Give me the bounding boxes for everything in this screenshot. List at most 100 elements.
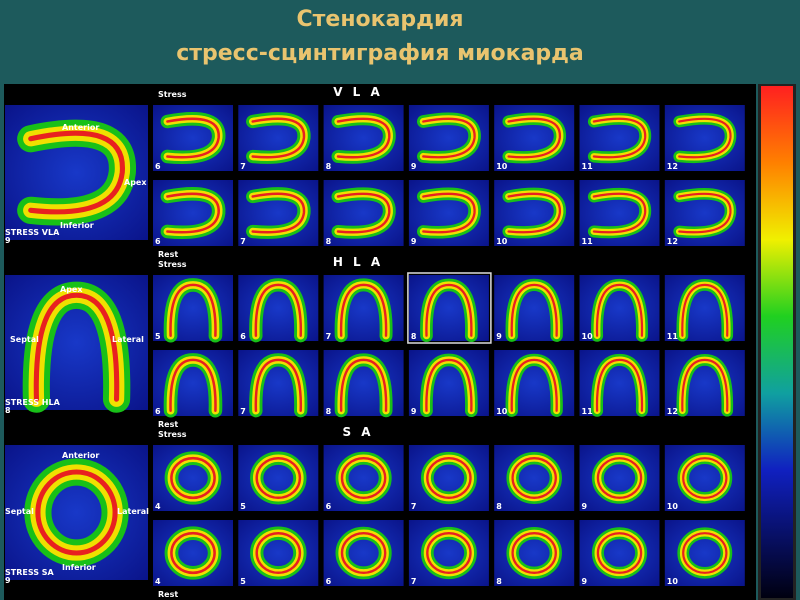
slice-number: 10 xyxy=(667,577,679,586)
slice-number: 6 xyxy=(155,237,161,246)
big-number: 9 xyxy=(5,576,11,585)
perfusion-ring xyxy=(340,531,387,575)
slice-number: 9 xyxy=(582,577,588,586)
row-label: Rest xyxy=(158,420,178,429)
section-heading: S A xyxy=(342,425,373,439)
slice-number: 8 xyxy=(496,502,502,511)
perfusion-shape xyxy=(592,117,647,159)
perfusion-ring xyxy=(255,456,302,500)
row-label: Stress xyxy=(158,90,187,99)
slice-number: 11 xyxy=(582,237,594,246)
perfusion-shape xyxy=(251,117,306,159)
orientation-label: Lateral xyxy=(112,335,144,344)
slice-number: 7 xyxy=(240,162,246,171)
slice-number: 4 xyxy=(155,577,161,586)
perfusion-ring xyxy=(596,532,643,574)
slice-number: 6 xyxy=(326,577,332,586)
title-line: стресс-сцинтиграфия миокарда xyxy=(176,41,584,66)
perfusion-ring xyxy=(682,532,728,574)
slice-number: 5 xyxy=(240,577,246,586)
perfusion-ring xyxy=(426,457,472,499)
perfusion-ring xyxy=(340,456,387,500)
slice-number: 5 xyxy=(240,502,246,511)
orientation-label: Septal xyxy=(10,335,39,344)
slice-number: 7 xyxy=(411,577,417,586)
slice-number: 10 xyxy=(496,162,508,171)
color-scale xyxy=(761,86,793,598)
perfusion-shape xyxy=(33,292,120,402)
slice-number: 11 xyxy=(582,407,594,416)
perfusion-shape xyxy=(251,192,306,234)
perfusion-shape xyxy=(339,283,388,337)
orientation-label: Inferior xyxy=(62,563,96,572)
slice-number: 10 xyxy=(496,237,508,246)
perfusion-ring xyxy=(170,456,216,500)
row-label: Stress xyxy=(158,430,187,439)
perfusion-shape xyxy=(510,358,558,412)
orientation-label: Lateral xyxy=(117,507,149,516)
title-line: Стенокардия xyxy=(297,7,464,32)
perfusion-shape xyxy=(678,117,732,159)
perfusion-shape xyxy=(336,192,391,234)
row-label: Rest xyxy=(158,590,178,599)
perfusion-shape xyxy=(507,192,561,234)
big-caption: STRESS HLA xyxy=(5,398,61,407)
slice-number: 7 xyxy=(240,237,246,246)
perfusion-shape xyxy=(339,358,388,412)
slice-number: 8 xyxy=(326,162,332,171)
section-heading: H L A xyxy=(333,255,383,269)
slice-number: 7 xyxy=(240,407,246,416)
slice-number: 8 xyxy=(411,332,417,341)
big-number: 9 xyxy=(5,236,11,245)
orientation-label: Inferior xyxy=(60,221,94,230)
selected-frame xyxy=(407,272,492,344)
slice-number: 6 xyxy=(240,332,246,341)
perfusion-ring xyxy=(596,457,643,499)
perfusion-shape xyxy=(425,283,473,337)
slice-number: 12 xyxy=(667,407,678,416)
perfusion-ring xyxy=(511,532,557,574)
perfusion-ring xyxy=(255,531,302,575)
slice-number: 5 xyxy=(155,332,161,341)
slice-number: 8 xyxy=(496,577,502,586)
slice-number: 8 xyxy=(326,407,332,416)
slice-number: 8 xyxy=(326,237,332,246)
perfusion-ring xyxy=(682,457,728,499)
perfusion-ring xyxy=(170,531,216,575)
slice-number: 12 xyxy=(667,237,678,246)
perfusion-shape xyxy=(425,358,473,412)
perfusion-ring xyxy=(426,532,472,574)
perfusion-shape xyxy=(595,358,644,412)
slice-number: 6 xyxy=(326,502,332,511)
perfusion-shape xyxy=(254,358,302,412)
slice-number: 7 xyxy=(411,502,417,511)
perfusion-shape xyxy=(507,117,561,159)
row-label: Stress xyxy=(158,260,187,269)
slice-number: 12 xyxy=(667,162,678,171)
orientation-label: Anterior xyxy=(62,123,99,132)
orientation-label: Apex xyxy=(124,178,147,187)
perfusion-shape xyxy=(422,117,476,159)
perfusion-shape xyxy=(169,283,217,337)
big-caption: STRESS SA xyxy=(5,568,55,577)
perfusion-shape xyxy=(595,283,644,337)
perfusion-shape xyxy=(678,192,732,234)
slice-number: 9 xyxy=(582,502,588,511)
slice-number: 10 xyxy=(667,502,679,511)
perfusion-shape xyxy=(681,283,729,337)
big-caption: STRESS VLA xyxy=(5,228,60,237)
section-heading: V L A xyxy=(333,85,383,99)
slice-number: 4 xyxy=(155,502,161,511)
perfusion-ring xyxy=(511,457,557,499)
slice-number: 9 xyxy=(411,162,417,171)
slice-number: 9 xyxy=(411,407,417,416)
big-number: 8 xyxy=(5,406,11,415)
slice-number: 10 xyxy=(496,407,508,416)
slice-number: 6 xyxy=(155,407,161,416)
perfusion-shape xyxy=(422,192,476,234)
perfusion-ring xyxy=(35,469,118,556)
perfusion-shape xyxy=(254,283,302,337)
slice-number: 11 xyxy=(582,162,594,171)
slice-number: 10 xyxy=(582,332,594,341)
slice-number: 11 xyxy=(667,332,679,341)
